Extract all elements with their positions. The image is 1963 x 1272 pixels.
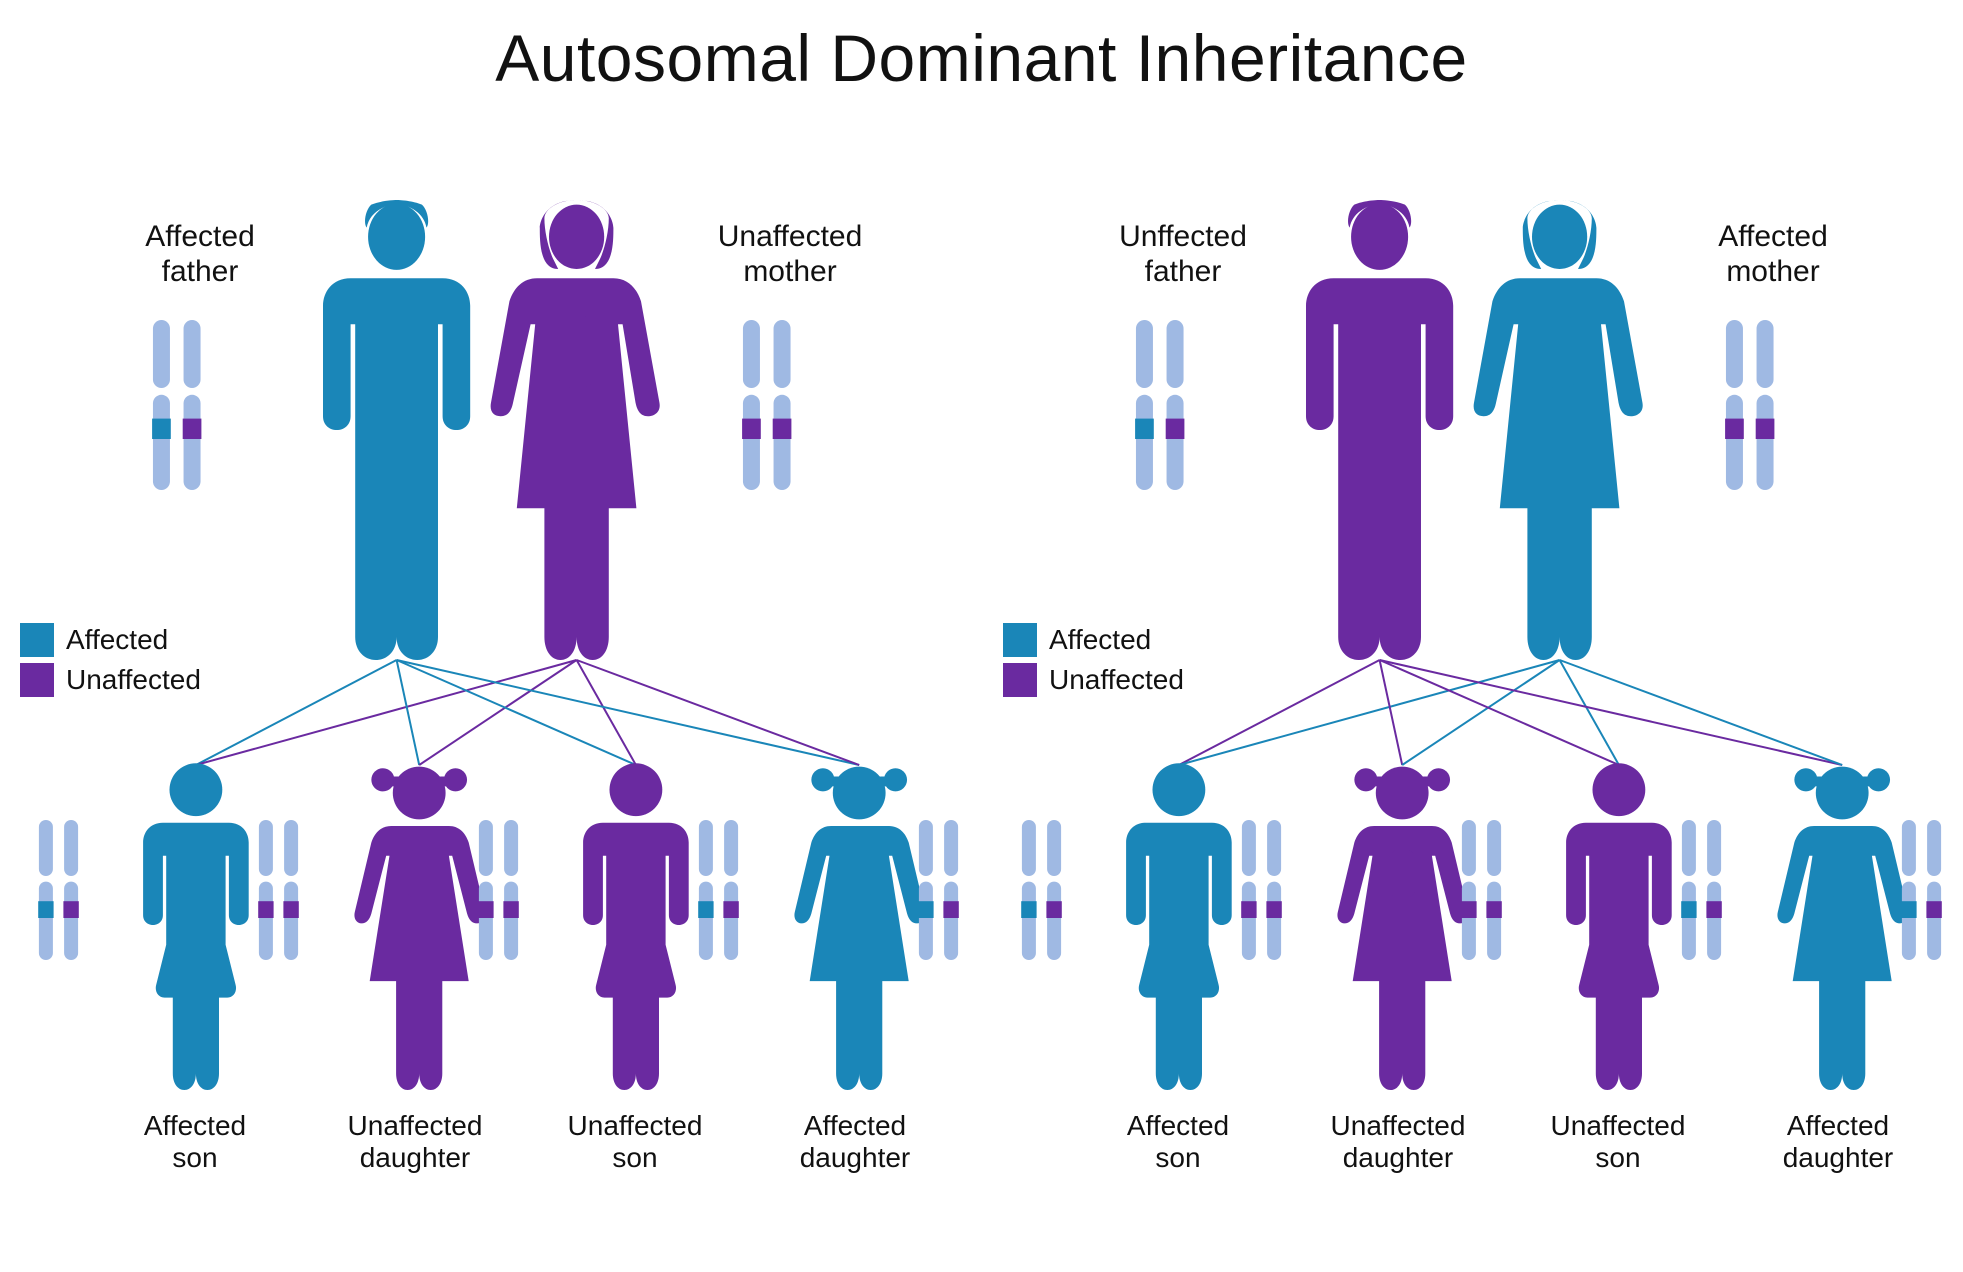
inheritance-panel: UnffectedfatherAffectedmother Affected U… [983,120,1963,1270]
child-label: Unaffecteddaughter [1293,1110,1503,1174]
child-label: Unaffecteddaughter [310,1110,520,1174]
chromosome-pair-icon [240,820,317,960]
page: Autosomal Dominant Inheritance Affectedf… [0,0,1963,1272]
child-label: Affectedson [90,1110,300,1174]
chromosome-pair-icon [680,820,757,960]
child-label: Unaffectedson [530,1110,740,1174]
inheritance-lines [0,120,980,1270]
panels-row: AffectedfatherUnaffectedmother Affected … [0,120,1963,1270]
chromosome-pair-icon [1883,820,1960,960]
child-label: Affecteddaughter [1733,1110,1943,1174]
child-label: Unaffectedson [1513,1110,1723,1174]
inheritance-panel: AffectedfatherUnaffectedmother Affected … [0,120,980,1270]
chromosome-pair-icon [1003,820,1080,960]
inheritance-lines [983,120,1963,1270]
chromosome-pair-icon [20,820,97,960]
chromosome-pair-icon [460,820,537,960]
diagram-title: Autosomal Dominant Inheritance [0,0,1963,96]
chromosome-pair-icon [1443,820,1520,960]
child-label: Affecteddaughter [750,1110,960,1174]
chromosome-pair-icon [900,820,977,960]
child-label: Affectedson [1073,1110,1283,1174]
chromosome-pair-icon [1663,820,1740,960]
chromosome-pair-icon [1223,820,1300,960]
